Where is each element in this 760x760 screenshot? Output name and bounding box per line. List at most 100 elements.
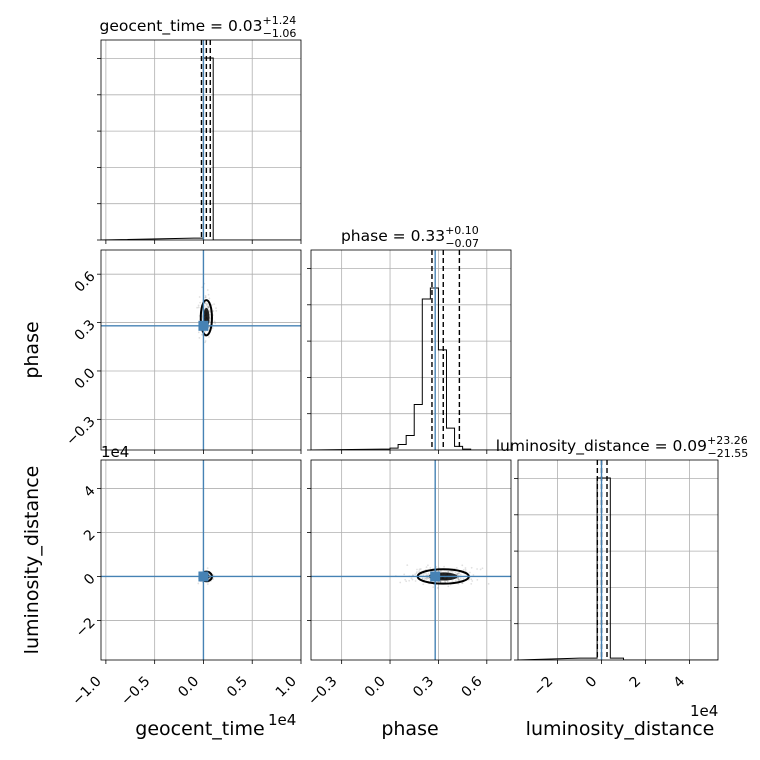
- sample-point: [204, 302, 207, 304]
- sample-point: [425, 572, 427, 575]
- sample-point: [211, 303, 213, 306]
- density-contour: [199, 299, 213, 337]
- title-luminosity_distance: luminosity_distance = 0.09+23.26 −21.55: [496, 434, 749, 460]
- sample-point: [471, 580, 474, 582]
- sample-point: [472, 574, 475, 576]
- x-axis-label-geocent_time: geocent_time: [135, 718, 264, 740]
- sample-point: [432, 586, 435, 589]
- sample-point: [208, 326, 211, 329]
- x-tick-label: −0.3: [305, 674, 340, 709]
- sample-point: [459, 573, 462, 576]
- sample-point: [420, 573, 423, 576]
- sample-point: [450, 570, 452, 573]
- sample-point: [197, 582, 200, 585]
- sample-point: [422, 583, 425, 586]
- sample-point: [411, 574, 414, 577]
- histogram-luminosity_distance: [518, 477, 718, 660]
- grid-1-1: [311, 250, 511, 450]
- sample-point: [447, 571, 449, 573]
- sample-point: [455, 573, 458, 575]
- sample-point: [428, 577, 431, 580]
- sample-point: [479, 568, 482, 571]
- sample-point: [208, 297, 211, 300]
- sample-point: [457, 576, 460, 579]
- sample-point: [458, 579, 461, 582]
- sample-point: [439, 581, 441, 583]
- grid-2-0: [101, 460, 301, 660]
- title-plus: +23.26: [707, 434, 748, 447]
- sample-point: [440, 570, 442, 572]
- x-axis-label-luminosity_distance: luminosity_distance: [526, 718, 715, 740]
- sample-point: [214, 322, 217, 325]
- title-minus: −21.55: [708, 447, 749, 460]
- sample-point: [458, 572, 461, 575]
- sample-point: [212, 574, 215, 576]
- sample-point: [414, 580, 417, 582]
- sample-point: [415, 572, 418, 575]
- sample-point: [199, 301, 202, 304]
- truth-marker: [430, 571, 441, 582]
- sample-point: [426, 574, 428, 577]
- sample-point: [468, 571, 471, 574]
- sample-point: [470, 582, 473, 585]
- sample-point: [206, 303, 209, 305]
- sample-point: [423, 572, 426, 575]
- sample-point: [457, 578, 460, 581]
- y-axis-label-phase: phase: [21, 321, 43, 378]
- sample-point: [201, 286, 204, 289]
- sample-point: [198, 337, 201, 339]
- x-offset-luminosity_distance: 1e4: [690, 702, 718, 720]
- sample-point: [462, 569, 465, 571]
- title-text: geocent_time = 0.03: [100, 17, 263, 36]
- panel-frame-0-0: [100, 39, 302, 241]
- sample-point: [206, 306, 209, 308]
- sample-point: [204, 294, 207, 297]
- sample-point: [461, 564, 464, 567]
- y-tick-label: 0: [81, 571, 99, 589]
- title-plus: +0.10: [445, 224, 479, 237]
- sample-point: [399, 581, 402, 584]
- x-tick-label: 0.0: [362, 674, 389, 701]
- x-tick-label: 1.0: [273, 674, 300, 701]
- title-text: phase = 0.33: [341, 227, 445, 245]
- y-offset-luminosity_distance: 1e4: [101, 443, 129, 461]
- title-geocent_time: geocent_time = 0.03+1.24 −1.06: [100, 14, 297, 40]
- x-tick-label: 4: [671, 673, 689, 691]
- sample-point: [451, 571, 454, 573]
- panels-layer: [97, 39, 719, 664]
- title-minus: −0.07: [445, 237, 479, 250]
- sample-point: [425, 566, 428, 569]
- sample-point: [416, 568, 418, 571]
- sample-point: [422, 574, 425, 577]
- panel-frame-2-2: [517, 459, 719, 661]
- sample-point: [443, 565, 445, 568]
- truth-marker: [198, 320, 209, 331]
- sample-point: [197, 306, 200, 309]
- sample-point: [408, 579, 411, 582]
- y-tick-label: −2: [73, 615, 99, 641]
- sample-point: [411, 578, 414, 581]
- x-tick-label: −1.0: [69, 674, 104, 709]
- sample-point: [205, 303, 208, 305]
- panel-frame-1-0: [100, 249, 302, 451]
- sample-point: [464, 567, 467, 569]
- sample-point: [405, 580, 408, 583]
- truth-marker: [198, 571, 209, 582]
- sample-point: [476, 578, 479, 581]
- y-tick-label: −0.3: [63, 414, 98, 449]
- sample-point: [458, 579, 460, 582]
- sample-point: [212, 578, 214, 581]
- sample-point: [205, 304, 208, 307]
- title-phase: phase = 0.33+0.10 −0.07: [341, 224, 479, 250]
- sample-point: [208, 309, 211, 312]
- y-tick-label: 0.6: [72, 268, 99, 295]
- sample-point: [461, 582, 464, 585]
- sample-point: [476, 568, 478, 570]
- sample-point: [207, 293, 210, 296]
- grid-2-1: [311, 460, 511, 660]
- sample-point: [403, 573, 406, 576]
- title-text: luminosity_distance = 0.09: [496, 437, 707, 456]
- sample-point: [207, 306, 210, 309]
- panel-frame-1-1: [310, 249, 512, 451]
